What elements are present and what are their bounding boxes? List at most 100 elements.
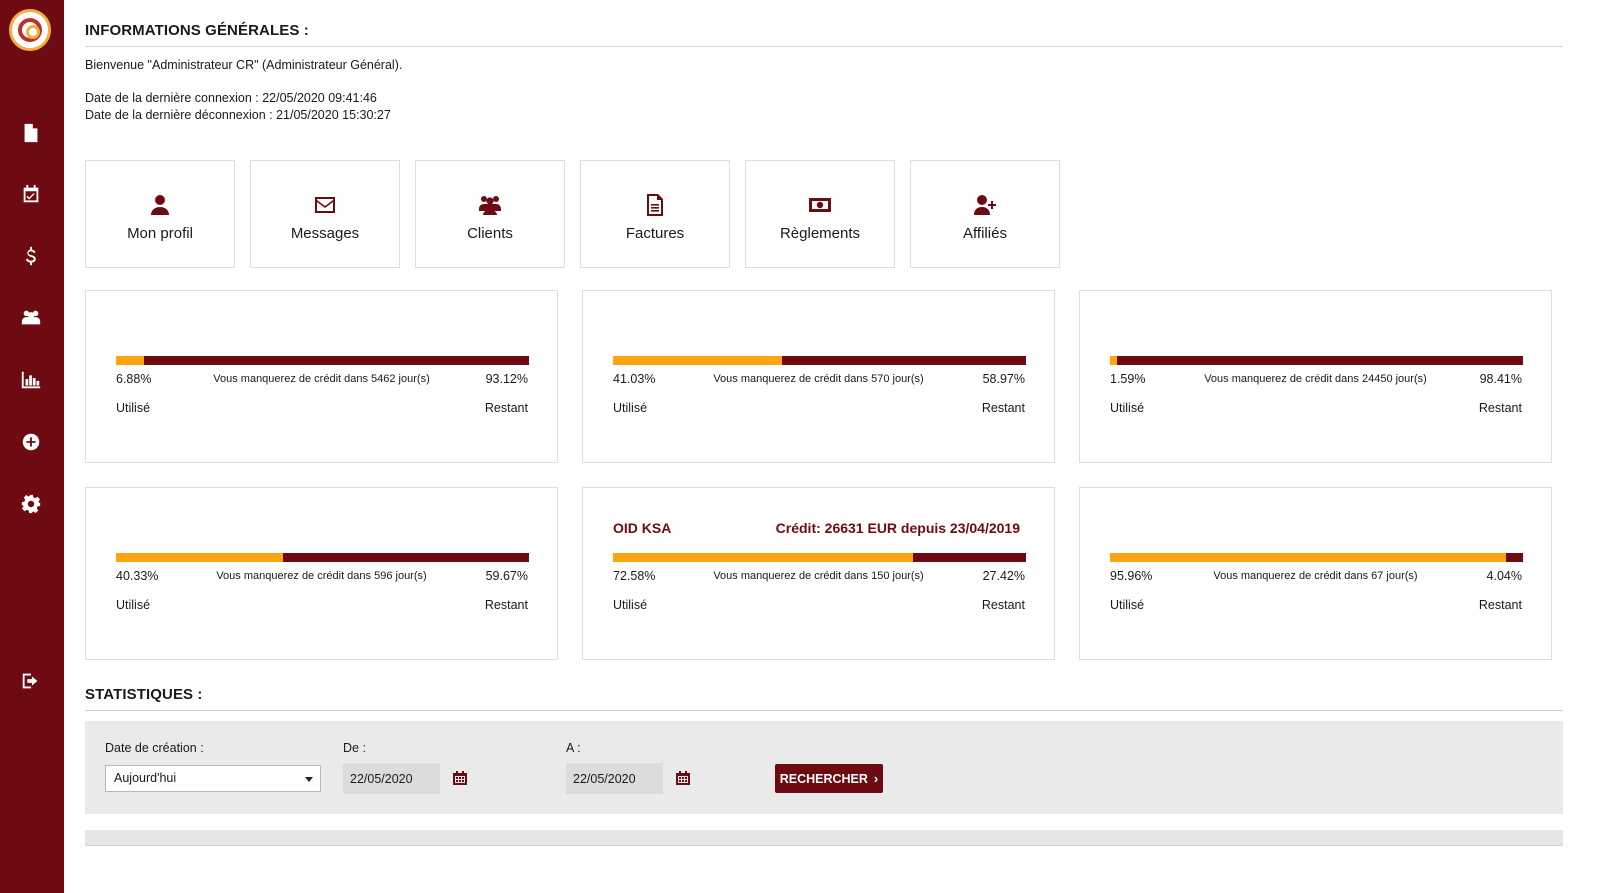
used-percent: 41.03% bbox=[613, 372, 656, 386]
credit-amount: Crédit: 26631 EUR depuis 23/04/2019 bbox=[775, 520, 1020, 536]
used-percent: 72.58% bbox=[613, 569, 656, 583]
credit-progress-bar bbox=[1110, 553, 1523, 562]
tile-factures[interactable]: Factures bbox=[580, 160, 730, 268]
remaining-label: Restant bbox=[981, 598, 1025, 612]
credit-used-fill bbox=[1110, 356, 1117, 365]
creation-date-value: Aujourd'hui bbox=[114, 771, 177, 785]
sign-out-icon[interactable] bbox=[17, 667, 45, 695]
logo-mark bbox=[18, 18, 42, 42]
credit-progress-bar bbox=[116, 553, 529, 562]
tile-label: Clients bbox=[467, 224, 513, 242]
credit-forecast-message: Vous manquerez de crédit dans 150 jour(s… bbox=[713, 570, 924, 582]
chevron-down-icon bbox=[305, 777, 313, 782]
creation-date-select[interactable]: Aujourd'hui bbox=[105, 765, 321, 792]
chevron-right-icon: › bbox=[873, 771, 879, 786]
credit-used-fill bbox=[613, 553, 913, 562]
app-logo[interactable] bbox=[9, 9, 51, 51]
credit-card: 6.88% Vous manquerez de crédit dans 5462… bbox=[85, 290, 558, 463]
divider bbox=[85, 46, 1563, 47]
document-icon[interactable] bbox=[17, 119, 45, 147]
used-percent: 40.33% bbox=[116, 569, 159, 583]
from-label: De : bbox=[343, 741, 366, 755]
tile-label: Messages bbox=[290, 224, 360, 242]
used-label: Utilisé bbox=[1110, 401, 1145, 415]
credit-used-fill bbox=[116, 356, 145, 365]
remaining-label: Restant bbox=[981, 401, 1025, 415]
credit-forecast-message: Vous manquerez de crédit dans 570 jour(s… bbox=[713, 373, 924, 385]
credit-card: OID KSA Crédit: 26631 EUR depuis 23/04/2… bbox=[582, 487, 1055, 660]
bar-chart-icon[interactable] bbox=[17, 366, 45, 394]
credit-card: 1.59% Vous manquerez de crédit dans 2445… bbox=[1079, 290, 1552, 463]
credit-forecast-message: Vous manquerez de crédit dans 596 jour(s… bbox=[216, 570, 427, 582]
credit-card: 40.33% Vous manquerez de crédit dans 596… bbox=[85, 487, 558, 660]
tile-reglements[interactable]: Règlements bbox=[745, 160, 895, 268]
to-date-input[interactable] bbox=[566, 763, 663, 794]
credit-progress-bar bbox=[116, 356, 529, 365]
calendar-icon[interactable] bbox=[675, 770, 691, 786]
to-label: A : bbox=[566, 741, 581, 755]
sidebar bbox=[0, 0, 64, 893]
credit-forecast-message: Vous manquerez de crédit dans 5462 jour(… bbox=[213, 373, 430, 385]
file-text-icon bbox=[647, 193, 663, 216]
group-icon[interactable] bbox=[17, 304, 45, 332]
search-button[interactable]: RECHERCHER › bbox=[775, 764, 883, 793]
remaining-percent: 58.97% bbox=[982, 372, 1025, 386]
used-percent: 1.59% bbox=[1110, 372, 1146, 386]
tile-clients[interactable]: Clients bbox=[415, 160, 565, 268]
search-button-label: RECHERCHER bbox=[779, 771, 868, 786]
credit-forecast-message: Vous manquerez de crédit dans 67 jour(s) bbox=[1213, 570, 1418, 582]
credit-card: 41.03% Vous manquerez de crédit dans 570… bbox=[582, 290, 1055, 463]
tile-label: Affiliés bbox=[963, 224, 1007, 242]
credit-progress-bar bbox=[613, 356, 1026, 365]
used-label: Utilisé bbox=[116, 401, 151, 415]
last-logout-text: Date de la dernière déconnexion : 21/05/… bbox=[85, 108, 391, 122]
tile-label: Factures bbox=[625, 224, 685, 242]
used-label: Utilisé bbox=[613, 598, 648, 612]
remaining-percent: 27.42% bbox=[982, 569, 1025, 583]
used-percent: 95.96% bbox=[1110, 569, 1153, 583]
user-icon bbox=[151, 194, 169, 215]
client-name: OID KSA bbox=[613, 520, 672, 536]
credit-forecast-message: Vous manquerez de crédit dans 24450 jour… bbox=[1204, 373, 1427, 385]
results-panel bbox=[85, 830, 1563, 846]
tile-messages[interactable]: Messages bbox=[250, 160, 400, 268]
money-icon bbox=[809, 197, 831, 212]
dollar-icon[interactable] bbox=[17, 242, 45, 270]
gear-icon[interactable] bbox=[17, 490, 45, 518]
user-plus-icon bbox=[974, 194, 996, 215]
remaining-percent: 4.04% bbox=[1486, 569, 1522, 583]
creation-date-label: Date de création : bbox=[105, 741, 204, 755]
statistics-title: STATISTIQUES : bbox=[85, 686, 203, 703]
remaining-label: Restant bbox=[1478, 401, 1522, 415]
welcome-text: Bienvenue "Administrateur CR" (Administr… bbox=[85, 58, 403, 72]
from-date-input[interactable] bbox=[343, 763, 440, 794]
credit-used-fill bbox=[1110, 553, 1507, 562]
used-label: Utilisé bbox=[1110, 598, 1145, 612]
credit-progress-bar bbox=[613, 553, 1026, 562]
tile-label: Règlements bbox=[779, 224, 861, 242]
tile-label: Mon profil bbox=[127, 224, 193, 242]
calendar-check-icon[interactable] bbox=[17, 180, 45, 208]
envelope-icon bbox=[315, 196, 335, 213]
statistics-filter-bar: Date de création : Aujourd'hui De : A : … bbox=[85, 721, 1563, 814]
credit-progress-bar bbox=[1110, 356, 1523, 365]
calendar-icon[interactable] bbox=[452, 770, 468, 786]
users-icon bbox=[479, 195, 501, 215]
remaining-label: Restant bbox=[484, 598, 528, 612]
divider bbox=[85, 710, 1563, 711]
general-info-title: INFORMATIONS GÉNÉRALES : bbox=[85, 22, 309, 39]
remaining-percent: 59.67% bbox=[485, 569, 528, 583]
last-login-text: Date de la dernière connexion : 22/05/20… bbox=[85, 91, 377, 105]
credit-used-fill bbox=[116, 553, 283, 562]
tile-mon-profil[interactable]: Mon profil bbox=[85, 160, 235, 268]
plus-circle-icon[interactable] bbox=[17, 428, 45, 456]
remaining-percent: 93.12% bbox=[485, 372, 528, 386]
credit-card: 95.96% Vous manquerez de crédit dans 67 … bbox=[1079, 487, 1552, 660]
used-label: Utilisé bbox=[613, 401, 648, 415]
tile-affilies[interactable]: Affiliés bbox=[910, 160, 1060, 268]
remaining-percent: 98.41% bbox=[1479, 372, 1522, 386]
remaining-label: Restant bbox=[484, 401, 528, 415]
remaining-label: Restant bbox=[1478, 598, 1522, 612]
used-label: Utilisé bbox=[116, 598, 151, 612]
used-percent: 6.88% bbox=[116, 372, 152, 386]
